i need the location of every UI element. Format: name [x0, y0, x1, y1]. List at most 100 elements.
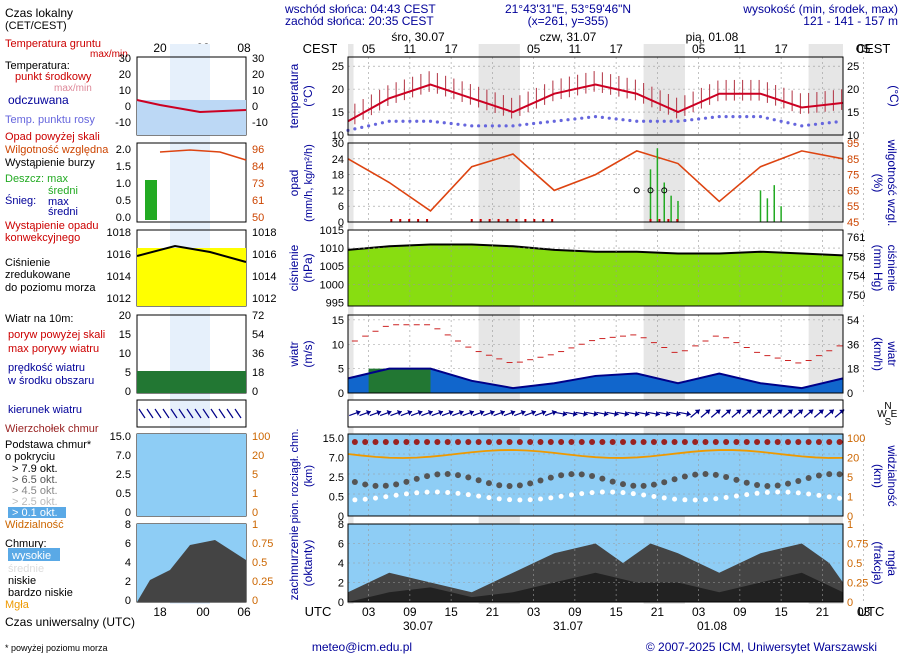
cloud-top-dot	[733, 439, 740, 445]
dew-point-dot	[456, 122, 460, 126]
wind-arrow	[359, 409, 372, 417]
legend-tick: 0	[125, 507, 131, 519]
y-tick: 10	[847, 130, 859, 142]
legend-utc-tick: 06	[237, 605, 251, 619]
cloud-top-dot	[754, 439, 761, 445]
cloud-base-dot-light	[620, 490, 626, 496]
wind-arrow	[752, 409, 763, 418]
y-tick: 18	[332, 170, 344, 182]
cloud-base-dot	[455, 472, 461, 479]
cloud-base-dot	[444, 471, 451, 478]
compass-letter: S	[885, 417, 892, 428]
pressure-ylabel-unit: (hPa)	[301, 253, 315, 282]
wind-arrow	[616, 410, 630, 417]
y-tick: 758	[847, 251, 865, 263]
temp-ylabel-unit: (°C)	[301, 85, 315, 106]
convective-marker	[524, 219, 527, 222]
legend-tick: 10	[119, 348, 131, 360]
y-tick: 0	[847, 511, 853, 523]
y-tick: 2.5	[329, 472, 344, 484]
wind-arrow	[472, 409, 485, 417]
y-tick: 761	[847, 232, 865, 244]
dew-point-dot	[731, 115, 735, 119]
y-tick: 10	[332, 130, 344, 142]
dew-point-dot	[703, 116, 708, 120]
cloud-base-dot	[692, 471, 699, 478]
wind-band	[368, 368, 431, 393]
y-tick: 995	[326, 297, 344, 309]
cloud-base-dot	[671, 476, 678, 483]
top-hour-label: 05	[527, 42, 541, 56]
cloud-base-dot-light	[630, 491, 636, 497]
cloud-top-dot	[609, 439, 616, 445]
legend-gust-max: max porywy wiatru	[8, 343, 99, 355]
cloud-base-dot-light	[383, 494, 389, 500]
bottom-hour-label: 21	[651, 605, 665, 619]
dew-point-dot	[779, 119, 783, 123]
legend-wind-arrow	[210, 408, 218, 419]
legend-snow-max: max	[48, 196, 69, 208]
footer-email: meteo@icm.edu.pl	[312, 640, 412, 654]
cloud-top-dot	[671, 439, 678, 445]
dew-point-dot	[483, 124, 488, 128]
legend-tick: 100	[252, 431, 270, 443]
cloud-base-dot	[351, 478, 358, 485]
legend-cloud-level: > 0.1 okt.	[12, 507, 58, 519]
altitude-title: wysokość (min, środek, max)	[742, 2, 898, 16]
legend-tick: 0.0	[116, 212, 131, 224]
y-tick: 1000	[320, 279, 344, 291]
wind-arrow	[410, 409, 423, 417]
y-tick: 754	[847, 271, 865, 283]
wind-arrow	[772, 409, 783, 418]
top-hour-label: 05	[362, 42, 376, 56]
dew-point-dot	[367, 124, 371, 128]
legend-wind-arrow	[234, 408, 242, 419]
cloud-top-dot	[455, 439, 461, 445]
legend-footnote: * powyżej poziomu morza	[5, 643, 108, 653]
legend-frame	[136, 142, 247, 223]
dew-point-dot	[662, 119, 666, 123]
legend-utc-time: Czas uniwersalny (UTC)	[5, 615, 135, 629]
bottom-hour-label: 09	[568, 605, 582, 619]
wind-arrow	[483, 409, 495, 417]
cloud-base-dot-light	[682, 497, 688, 503]
bottom-date-label: 31.07	[553, 619, 583, 633]
convective-marker	[408, 219, 411, 222]
cloud-base-dot	[815, 472, 822, 479]
dew-point-dot	[490, 124, 494, 128]
cloud-top-dot	[743, 439, 750, 445]
cloud-base-dot	[743, 479, 750, 486]
cloud-top-dot	[640, 439, 647, 445]
mmhg-label: (mm Hg)	[871, 245, 885, 292]
cloud-base-dot	[589, 472, 596, 479]
dew-point-dot	[642, 119, 646, 123]
legend-tick: 0	[252, 595, 258, 607]
cloud-top-dot	[785, 439, 791, 445]
y-tick: 1005	[320, 261, 344, 273]
wind-arrow	[721, 409, 732, 418]
legend-tick: 2.0	[116, 144, 131, 156]
dew-point-dot	[463, 123, 467, 127]
cloud-base-dot	[599, 475, 606, 482]
legend-temp-area	[137, 100, 246, 135]
legend-tick: 30	[119, 53, 131, 65]
legend-tick: 1.5	[116, 161, 131, 173]
cloud-top-dot	[702, 439, 709, 445]
cloud-base-dot-light	[826, 494, 832, 500]
footer-copyright: © 2007-2025 ICM, Uniwersytet Warszawski	[646, 640, 877, 654]
cloud-base-dot-light	[558, 493, 564, 499]
utc-label-right: UTC	[858, 604, 885, 619]
legend-tick: 96	[252, 144, 264, 156]
convective-marker	[515, 219, 518, 222]
legend-dew: Temp. punktu rosy	[5, 114, 95, 126]
legend-storm: Wystąpienie burzy	[5, 157, 95, 169]
convective-marker	[506, 219, 509, 222]
convective-marker	[497, 219, 500, 222]
legend-rain-avg: średni	[48, 185, 78, 197]
panel-frame	[347, 56, 844, 136]
dew-point-dot	[724, 115, 728, 119]
cloud-top-dot	[578, 439, 585, 445]
cloud-base-dot-light	[445, 489, 451, 495]
legend-pressure-3: do poziomu morza	[5, 282, 96, 294]
legend-tick: 6	[125, 538, 131, 550]
